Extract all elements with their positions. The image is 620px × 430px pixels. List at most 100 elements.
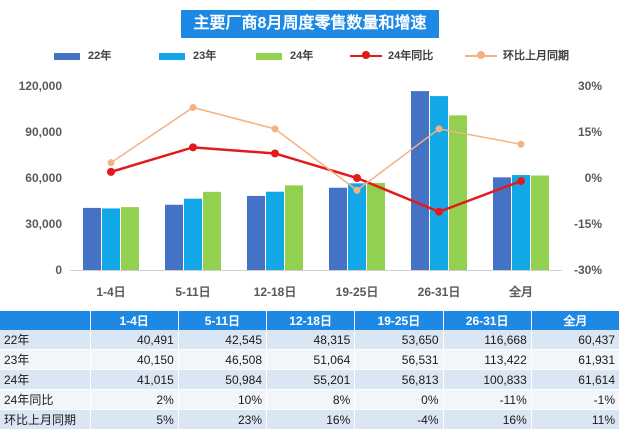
bar	[165, 204, 183, 270]
bar	[121, 207, 139, 270]
table-cell: 48,315	[266, 330, 356, 350]
line-marker	[107, 159, 115, 167]
legend-label: 24年	[290, 50, 314, 62]
bar	[102, 208, 120, 270]
table-cell: 116,668	[443, 330, 532, 350]
table-row: 22年 40,491 42,545 48,315 53,650 116,668 …	[0, 330, 620, 350]
bar	[266, 191, 284, 270]
y-axis-right-tick-label: 30%	[578, 79, 602, 93]
table-header-row: 1-4日 5-11日 12-18日 19-25日 26-31日 全月	[0, 311, 620, 330]
bar	[184, 198, 202, 270]
bar	[329, 187, 347, 270]
bar	[531, 175, 549, 270]
table-header-cell: 5-11日	[178, 311, 268, 330]
table-cell: 11%	[531, 409, 620, 430]
table-cell: 61,931	[531, 349, 620, 370]
y-axis-left-tick-label: 30,000	[25, 217, 62, 231]
x-axis-tick-label: 5-11日	[175, 285, 210, 299]
table-cell: 16%	[443, 409, 532, 430]
table-cell: 46,508	[178, 349, 268, 370]
bar	[83, 207, 101, 270]
line-marker	[107, 167, 115, 176]
table-row-label: 22年	[0, 330, 91, 350]
line-marker	[353, 186, 361, 194]
table-cell: 2%	[90, 389, 179, 410]
x-axis-tick-label: 19-25日	[336, 285, 379, 299]
table-cell: -11%	[443, 389, 532, 410]
table-row-label: 环比上月同期	[0, 409, 91, 430]
table-header-cell: 1-4日	[90, 311, 179, 330]
table-row-label: 24年同比	[0, 389, 91, 410]
table-cell: -4%	[354, 409, 444, 430]
table-cell: 50,984	[178, 369, 268, 390]
bar	[247, 195, 265, 270]
line-marker	[435, 207, 443, 216]
line-marker	[189, 143, 197, 152]
line-marker	[271, 149, 279, 158]
table-row: 24年 41,015 50,984 55,201 56,813 100,833 …	[0, 369, 620, 390]
x-axis-tick-label: 12-18日	[254, 285, 297, 299]
bar	[430, 96, 448, 270]
table-header-cell: 19-25日	[354, 311, 444, 330]
table-cell: 55,201	[266, 369, 356, 390]
data-table: 1-4日 5-11日 12-18日 19-25日 26-31日 全月 22年 4…	[0, 311, 620, 430]
table-row: 24年同比 2% 10% 8% 0% -11% -1%	[0, 389, 620, 410]
chart-title: 主要厂商8月周度零售数量和增速	[181, 10, 439, 38]
bar	[348, 183, 366, 270]
table-cell: 40,150	[90, 349, 179, 370]
table-cell: 10%	[178, 389, 268, 410]
chart-legend: 22年 23年 24年 24年同比 环比上月同期	[0, 48, 620, 64]
table-header-cell	[0, 311, 91, 330]
line-marker	[271, 125, 279, 133]
legend-label: 23年	[193, 50, 217, 62]
bar	[367, 182, 385, 270]
table-cell: 51,064	[266, 349, 356, 370]
x-axis-tick-label: 全月	[508, 284, 533, 299]
y-axis-left-tick-label: 0	[55, 263, 62, 277]
y-axis-left-tick-label: 120,000	[19, 79, 63, 93]
legend-swatch	[256, 53, 282, 60]
table-cell: 113,422	[443, 349, 532, 370]
legend-marker	[477, 51, 485, 59]
line-marker	[517, 177, 525, 186]
bar	[285, 185, 303, 270]
bar	[411, 91, 429, 270]
line-marker	[189, 103, 197, 111]
x-axis-tick-label: 1-4日	[96, 285, 125, 299]
legend-label: 22年	[88, 50, 112, 62]
table-cell: 42,545	[178, 330, 268, 350]
table-cell: 100,833	[443, 369, 532, 390]
table-row-label: 24年	[0, 369, 91, 390]
table-cell: 53,650	[354, 330, 444, 350]
chart-plot: 0 30,000 60,000 90,000 120,000 -30% -15% 0% 15% 3…	[19, 79, 603, 299]
table-cell: 41,015	[90, 369, 179, 390]
y-axis-right-tick-label: -30%	[574, 263, 602, 277]
line-marker	[517, 140, 525, 148]
y-axis-right-tick-label: -15%	[574, 217, 602, 231]
table-cell: 23%	[178, 409, 268, 430]
line-marker	[353, 174, 361, 182]
table-cell: 61,614	[531, 369, 620, 390]
legend-label: 24年同比	[388, 50, 434, 62]
table-header-cell: 全月	[531, 311, 620, 330]
table-cell: 60,437	[531, 330, 620, 350]
table-row-label: 23年	[0, 349, 91, 370]
bar	[512, 175, 530, 270]
table-row: 23年 40,150 46,508 51,064 56,531 113,422 …	[0, 349, 620, 370]
table-cell: 56,813	[354, 369, 444, 390]
table-cell: 5%	[90, 409, 179, 430]
legend-marker	[362, 51, 370, 59]
legend-swatch	[159, 53, 185, 60]
y-axis-left-tick-label: 60,000	[25, 171, 62, 185]
bar	[449, 115, 467, 270]
y-axis-left-tick-label: 90,000	[25, 125, 62, 139]
table-header-cell: 12-18日	[266, 311, 356, 330]
bar	[203, 191, 221, 270]
table-header-cell: 26-31日	[443, 311, 532, 330]
series-line	[110, 106, 522, 192]
table-cell: 40,491	[90, 330, 179, 350]
x-axis-tick-label: 26-31日	[418, 285, 461, 299]
table-cell: -1%	[531, 389, 620, 410]
table-cell: 56,531	[354, 349, 444, 370]
